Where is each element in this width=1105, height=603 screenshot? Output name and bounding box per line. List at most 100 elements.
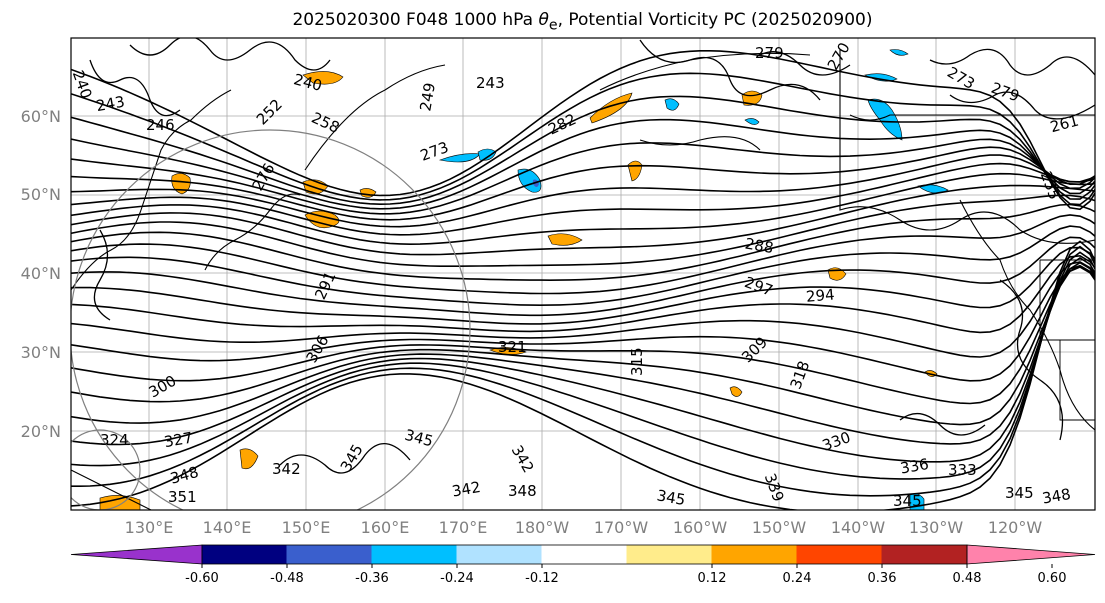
colorbar-tick-label: 0.36 (868, 571, 897, 586)
lon-label: 160°W (673, 518, 728, 537)
pv-blob (864, 73, 898, 82)
colorbar-extend-max (966, 544, 1096, 565)
lon-label: 170°W (594, 518, 649, 537)
contour-line (71, 194, 1095, 267)
lon-label: 120°W (988, 518, 1043, 537)
lon-label: 150°W (752, 518, 807, 537)
contour-label: 345 (1005, 484, 1034, 502)
contour-label: 321 (498, 338, 527, 356)
contour-label: 294 (805, 285, 835, 305)
contour-label: 342 (451, 478, 482, 501)
pv-blob (867, 98, 903, 141)
contour-line (71, 154, 1095, 228)
colorbar-tick-label: -0.36 (355, 571, 389, 586)
contour-label: 351 (168, 488, 197, 506)
contour-line (71, 118, 1095, 210)
theta-e-contours (71, 50, 1095, 510)
lon-label: 160°E (361, 518, 410, 537)
contour-line (71, 254, 1095, 334)
colorbar-segment (881, 545, 967, 564)
colorbar-segment (201, 545, 287, 564)
pv-blob (304, 210, 340, 229)
colorbar-segment (711, 545, 797, 564)
colorbar-segment (371, 545, 457, 564)
borders (1039, 259, 1095, 421)
map-frame (71, 38, 1095, 510)
lat-label: 40°N (21, 264, 61, 283)
contour-labels: 240 243 246 249 252 255 258 261 270 273 … (69, 39, 1081, 510)
lat-label: 20°N (21, 422, 61, 441)
contour-label: 348 (1041, 485, 1072, 508)
colorbar-segment (626, 545, 712, 564)
colorbar-tick-label: 0.24 (783, 571, 812, 586)
small-contours (89, 38, 1095, 474)
pv-blob (589, 92, 633, 124)
chart-title: 2025020300 F048 1000 hPa θe, Potential V… (292, 10, 873, 34)
contour-label: 348 (508, 482, 537, 500)
colorbar-frame (201, 544, 968, 565)
lon-label: 130°E (125, 518, 174, 537)
contour-label: 246 (146, 116, 175, 134)
contour-label: 345 (655, 486, 686, 509)
contour-line (71, 50, 1095, 211)
contour-line (71, 264, 1095, 382)
colorbar-tick-label: -0.48 (270, 571, 304, 586)
lon-label: 140°W (831, 518, 886, 537)
pv-blob (744, 118, 760, 125)
contour-label: 336 (899, 455, 930, 478)
contour-line (71, 236, 1095, 317)
colorbar-segment (286, 545, 372, 564)
pv-blob (547, 233, 583, 246)
pv-blob (239, 448, 259, 470)
pv-blob (171, 173, 191, 195)
contour-line (71, 138, 1095, 215)
lat-label: 50°N (21, 185, 61, 204)
contour-line (71, 261, 1095, 358)
lat-label: 60°N (21, 107, 61, 126)
contour-line (71, 162, 1095, 236)
pv-blob (729, 386, 743, 397)
lon-label: 180°W (515, 518, 570, 537)
contour-label: 324 (100, 431, 129, 449)
contour-label: 342 (272, 460, 301, 478)
contour-line (71, 184, 1095, 256)
contour-line (71, 264, 1095, 426)
coastlines (71, 50, 1095, 510)
contour-label: 333 (948, 461, 977, 479)
colorbar-tick-label: -0.12 (525, 571, 559, 586)
pv-blob (889, 49, 909, 56)
contour-line (71, 261, 1095, 445)
lat-axis: 60°N 50°N 40°N 30°N 20°N (21, 107, 61, 441)
contour-line (71, 240, 1095, 510)
colorbar-extend-min (70, 544, 203, 565)
contour-label: 243 (476, 74, 505, 92)
contour-label: 315 (628, 347, 646, 376)
colorbar-tick-label: 0.48 (953, 571, 982, 586)
contour-line (71, 251, 1095, 480)
pv-blob (99, 495, 141, 510)
contour-line (71, 245, 1095, 497)
pv-blob (664, 98, 680, 111)
colorbar-segment (796, 545, 882, 564)
contour-label: 249 (416, 81, 439, 112)
map-ring (71, 129, 471, 510)
colorbar-segment (541, 545, 627, 564)
contour-line (71, 214, 1095, 295)
contour-line (71, 95, 1095, 206)
lat-label: 30°N (21, 343, 61, 362)
pv-blob (302, 71, 344, 85)
contour-line (71, 225, 1095, 307)
contour-label: 345 (893, 492, 922, 510)
contour-label: 243 (95, 93, 126, 116)
colorbar: -0.60 -0.48 -0.36 -0.24 -0.12 0.12 0.24 0.36 0.4… (70, 544, 1096, 586)
contour-line (71, 246, 1095, 325)
lon-label: 150°E (282, 518, 331, 537)
colorbar-tick-label: 0.12 (698, 571, 727, 586)
colorbar-tick-label: -0.24 (440, 571, 474, 586)
contour-label: 327 (163, 429, 194, 452)
lon-label: 130°W (909, 518, 964, 537)
contour-label: 279 (755, 44, 784, 62)
lon-axis: 130°E 140°E 150°E 160°E 170°E 180°W 170°… (125, 518, 1043, 537)
lon-label: 170°E (439, 518, 488, 537)
